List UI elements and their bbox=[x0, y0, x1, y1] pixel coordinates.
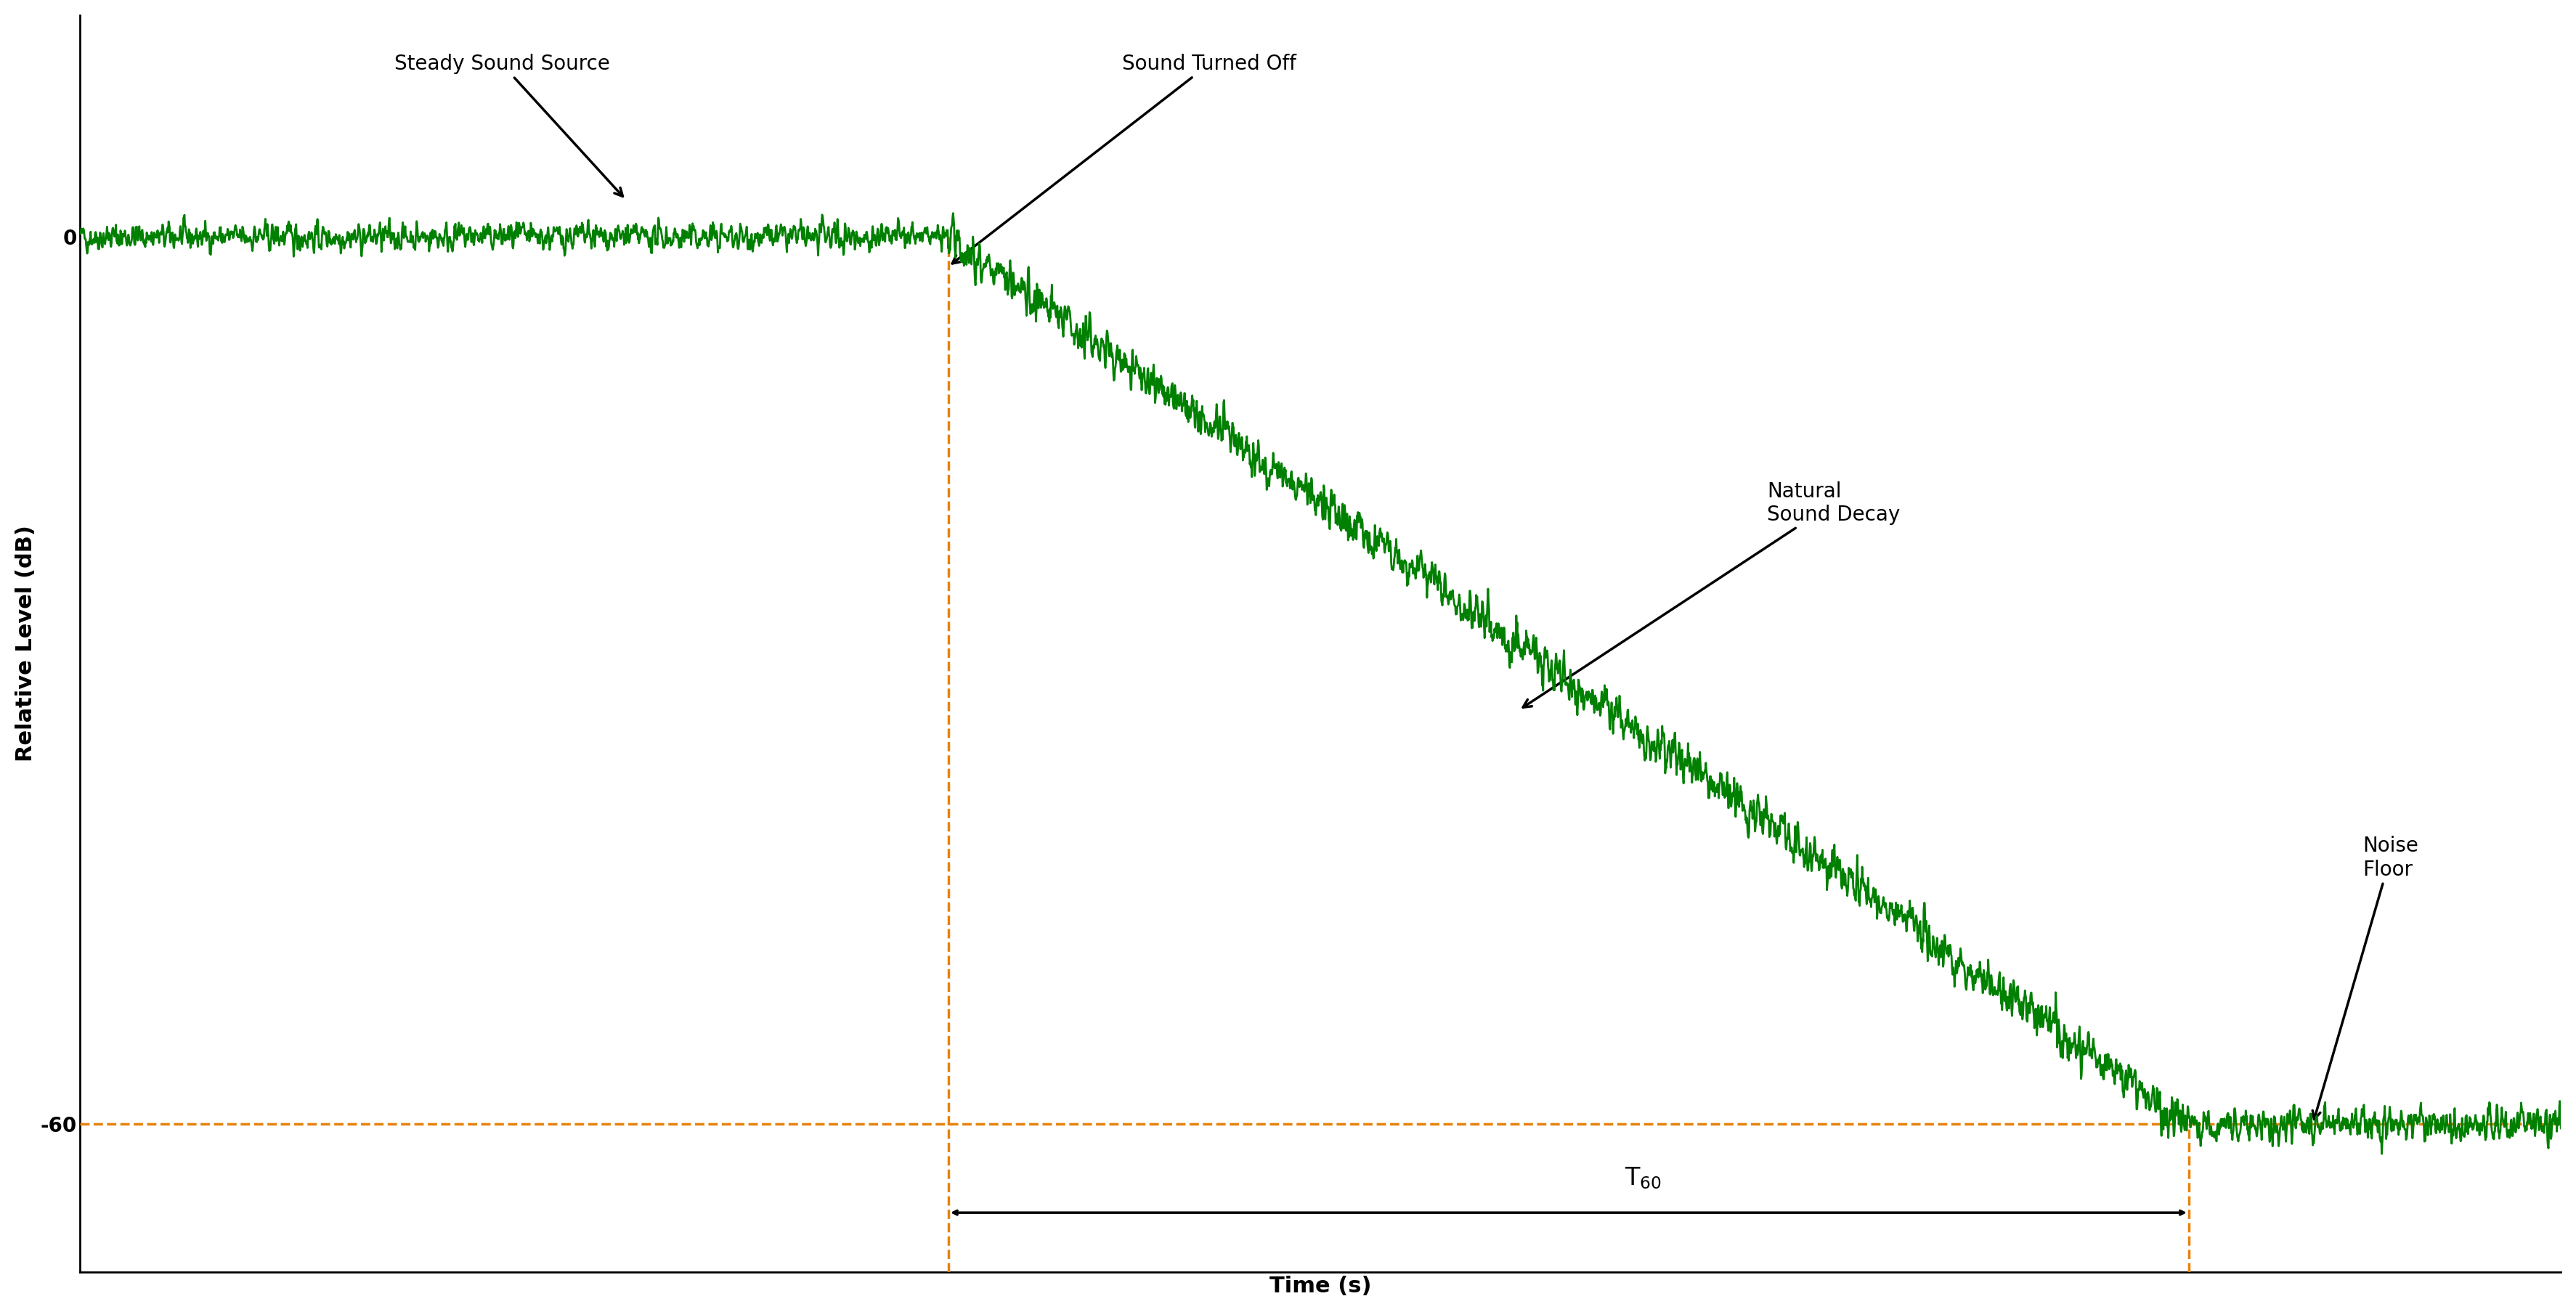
Text: Noise
Floor: Noise Floor bbox=[2313, 836, 2419, 1119]
Y-axis label: Relative Level (dB): Relative Level (dB) bbox=[15, 525, 36, 762]
Text: Natural
Sound Decay: Natural Sound Decay bbox=[1522, 482, 1901, 707]
Text: Sound Turned Off: Sound Turned Off bbox=[953, 54, 1296, 264]
Text: $\mathregular{T_{60}}$: $\mathregular{T_{60}}$ bbox=[1625, 1165, 1662, 1190]
Text: Steady Sound Source: Steady Sound Source bbox=[394, 54, 623, 197]
X-axis label: Time (s): Time (s) bbox=[1270, 1275, 1370, 1296]
